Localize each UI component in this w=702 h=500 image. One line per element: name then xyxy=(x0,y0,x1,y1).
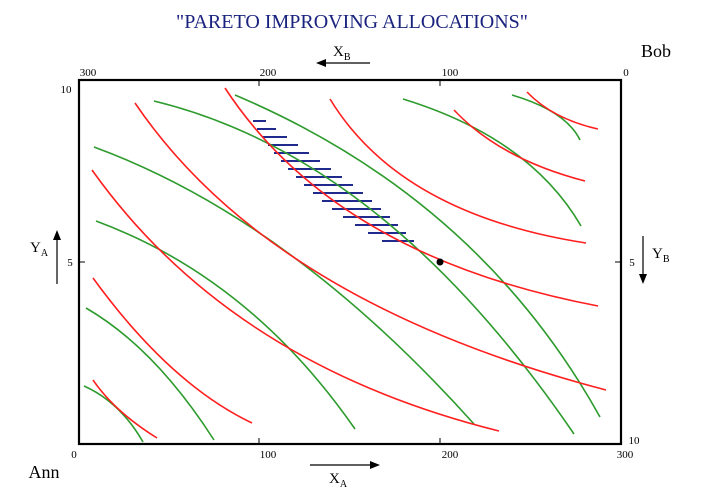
y-b-tick-5: 5 xyxy=(629,257,635,269)
svg-text:XB: XB xyxy=(333,44,351,63)
y-b-label-main: Y xyxy=(652,246,663,262)
edgeworth-box-frame xyxy=(77,78,623,446)
y-a-tick-10: 10 xyxy=(61,84,73,96)
agent-label-ann: Ann xyxy=(29,462,60,482)
x-a-tick-100: 100 xyxy=(260,449,277,461)
y-b-arrowhead xyxy=(639,274,647,284)
diagram-title: "PARETO IMPROVING ALLOCATIONS" xyxy=(176,11,528,33)
x-a-tick-300: 300 xyxy=(617,449,634,461)
bob-curve-2 xyxy=(92,277,253,424)
ann-curve-5 xyxy=(153,100,575,435)
x-a-axis-label: XA xyxy=(310,461,380,490)
initial-allocation-point xyxy=(436,258,444,266)
y-b-tick-10: 10 xyxy=(629,435,641,447)
x-b-tick-0: 0 xyxy=(623,67,629,79)
ann-curve-7 xyxy=(402,98,582,227)
x-b-label-sub: B xyxy=(344,52,351,63)
y-a-label-sub: A xyxy=(41,248,49,259)
x-b-tick-100: 100 xyxy=(442,67,459,79)
ann-curve-6 xyxy=(234,94,601,418)
bob-curve-3 xyxy=(91,169,500,432)
y-a-tick-5: 5 xyxy=(67,257,73,269)
y-a-axis-label: YA xyxy=(30,230,61,284)
bob-indifference-curves xyxy=(91,87,607,439)
x-a-tick-0: 0 xyxy=(71,449,77,461)
y-a-label-main: Y xyxy=(30,240,41,256)
x-a-label-main: X xyxy=(329,471,340,487)
bob-curve-6 xyxy=(329,98,587,244)
x-b-ticks xyxy=(258,80,441,86)
x-a-label-sub: A xyxy=(340,479,348,490)
x-b-arrowhead xyxy=(316,59,326,67)
ann-curve-4 xyxy=(93,146,475,425)
agent-label-bob: Bob xyxy=(641,41,671,61)
x-a-arrowhead xyxy=(370,461,380,469)
y-b-axis-label: YB xyxy=(639,236,670,284)
svg-text:XA: XA xyxy=(329,471,348,490)
bob-curve-1 xyxy=(92,379,158,439)
x-a-ticks xyxy=(258,438,441,444)
ann-curve-3 xyxy=(95,220,356,430)
pareto-improving-lens xyxy=(253,120,414,242)
y-b-label-sub: B xyxy=(663,254,670,265)
ann-indifference-curves xyxy=(83,94,601,443)
x-b-tick-300: 300 xyxy=(80,67,97,79)
ann-curve-1 xyxy=(83,385,144,443)
y-a-arrowhead xyxy=(53,230,61,240)
x-b-tick-200: 200 xyxy=(260,67,277,79)
ann-curve-2 xyxy=(85,307,215,441)
x-b-label-main: X xyxy=(333,44,344,60)
x-b-axis-label: XB xyxy=(316,44,370,67)
bob-curve-5 xyxy=(224,87,599,307)
ann-curve-8 xyxy=(511,94,581,141)
svg-text:YB: YB xyxy=(652,246,670,265)
svg-text:YA: YA xyxy=(30,240,49,259)
bob-curve-7 xyxy=(453,109,586,182)
bob-curve-8 xyxy=(526,91,599,130)
x-a-tick-200: 200 xyxy=(442,449,459,461)
bob-curve-4 xyxy=(134,102,607,391)
